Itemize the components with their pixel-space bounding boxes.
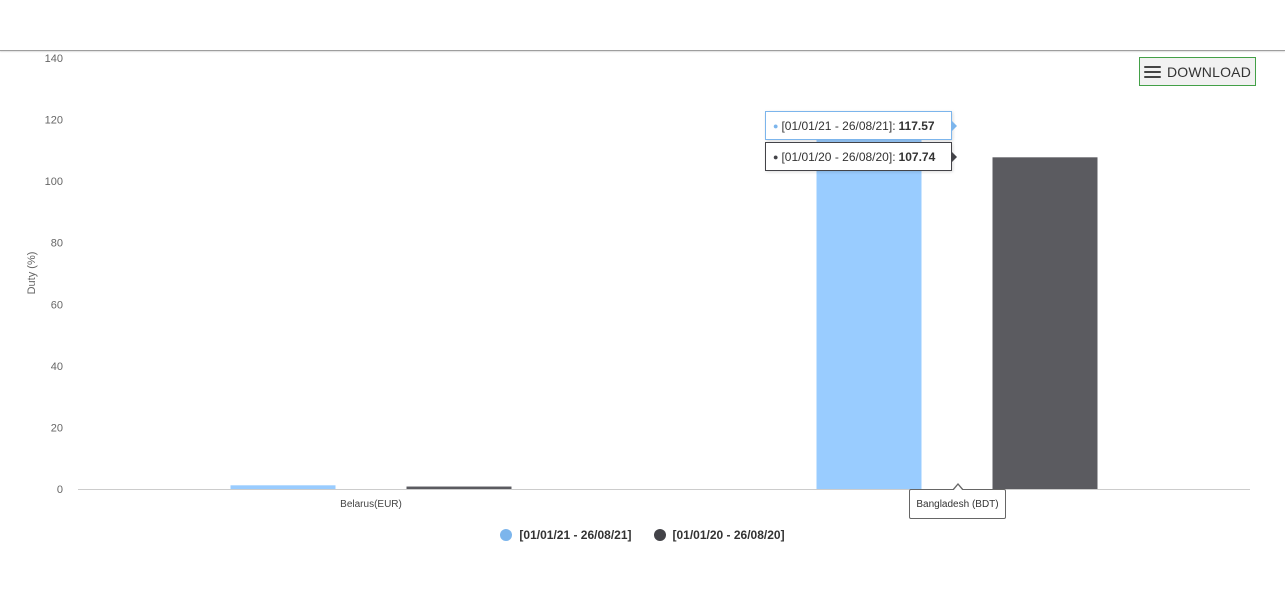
- tooltip-dot-2020: ●: [773, 151, 779, 162]
- bar-2021-0[interactable]: [230, 485, 336, 489]
- legend-dot-2021: [500, 529, 513, 541]
- tooltip-row-2020: ● [01/01/20 - 26/08/20]:107.74: [765, 142, 957, 171]
- legend-label-2020: [01/01/20 - 26/08/20]: [672, 528, 785, 542]
- legend-item-2021[interactable]: [01/01/21 - 26/08/21]: [500, 528, 632, 542]
- download-button[interactable]: DOWNLOAD: [1139, 57, 1256, 86]
- y-tick-label: 0: [57, 484, 63, 496]
- bar-2021-1[interactable]: [816, 127, 922, 489]
- y-tick-label: 120: [45, 115, 63, 127]
- tooltip-series-2020: [01/01/20 - 26/08/20]: [781, 149, 893, 164]
- category-tooltip: Bangladesh (BDT): [909, 483, 1006, 519]
- tooltip-row-2021: ● [01/01/21 - 26/08/21]:117.57: [765, 111, 957, 140]
- x-category-label: Belarus(EUR): [340, 499, 402, 510]
- tooltip-series-2021: [01/01/21 - 26/08/21]: [781, 118, 893, 133]
- legend-item-2020[interactable]: [01/01/20 - 26/08/20]: [653, 528, 785, 542]
- y-tick-label: 140: [45, 53, 63, 65]
- legend-dot-2020: [653, 529, 666, 541]
- y-tick-label: 20: [51, 422, 63, 434]
- y-tick-label: 40: [51, 361, 63, 373]
- download-label: DOWNLOAD: [1166, 63, 1252, 80]
- legend: [01/01/21 - 26/08/21] [01/01/20 - 26/08/…: [0, 528, 1285, 542]
- tooltip-dot-2021: ●: [773, 120, 779, 131]
- y-tick-label: 100: [45, 176, 63, 188]
- x-axis-labels: Belarus(EUR): [340, 499, 402, 510]
- y-axis-title: Duty (%): [26, 252, 38, 295]
- bars-group: [230, 127, 1098, 490]
- tooltip-value-2021: 117.57: [898, 118, 935, 133]
- y-tick-label: 80: [51, 238, 63, 250]
- legend-label-2021: [01/01/21 - 26/08/21]: [519, 528, 632, 542]
- top-divider: [0, 50, 1285, 51]
- bar-2020-0[interactable]: [406, 486, 512, 489]
- y-axis-ticks: 0 20 40 60 80 100 120 140: [45, 53, 63, 496]
- y-tick-label: 60: [51, 299, 63, 311]
- category-tooltip-label: Bangladesh (BDT): [916, 498, 999, 510]
- tooltip-value-2020: 107.74: [898, 149, 936, 164]
- menu-icon: [1143, 65, 1161, 78]
- bar-2020-1[interactable]: [992, 157, 1098, 490]
